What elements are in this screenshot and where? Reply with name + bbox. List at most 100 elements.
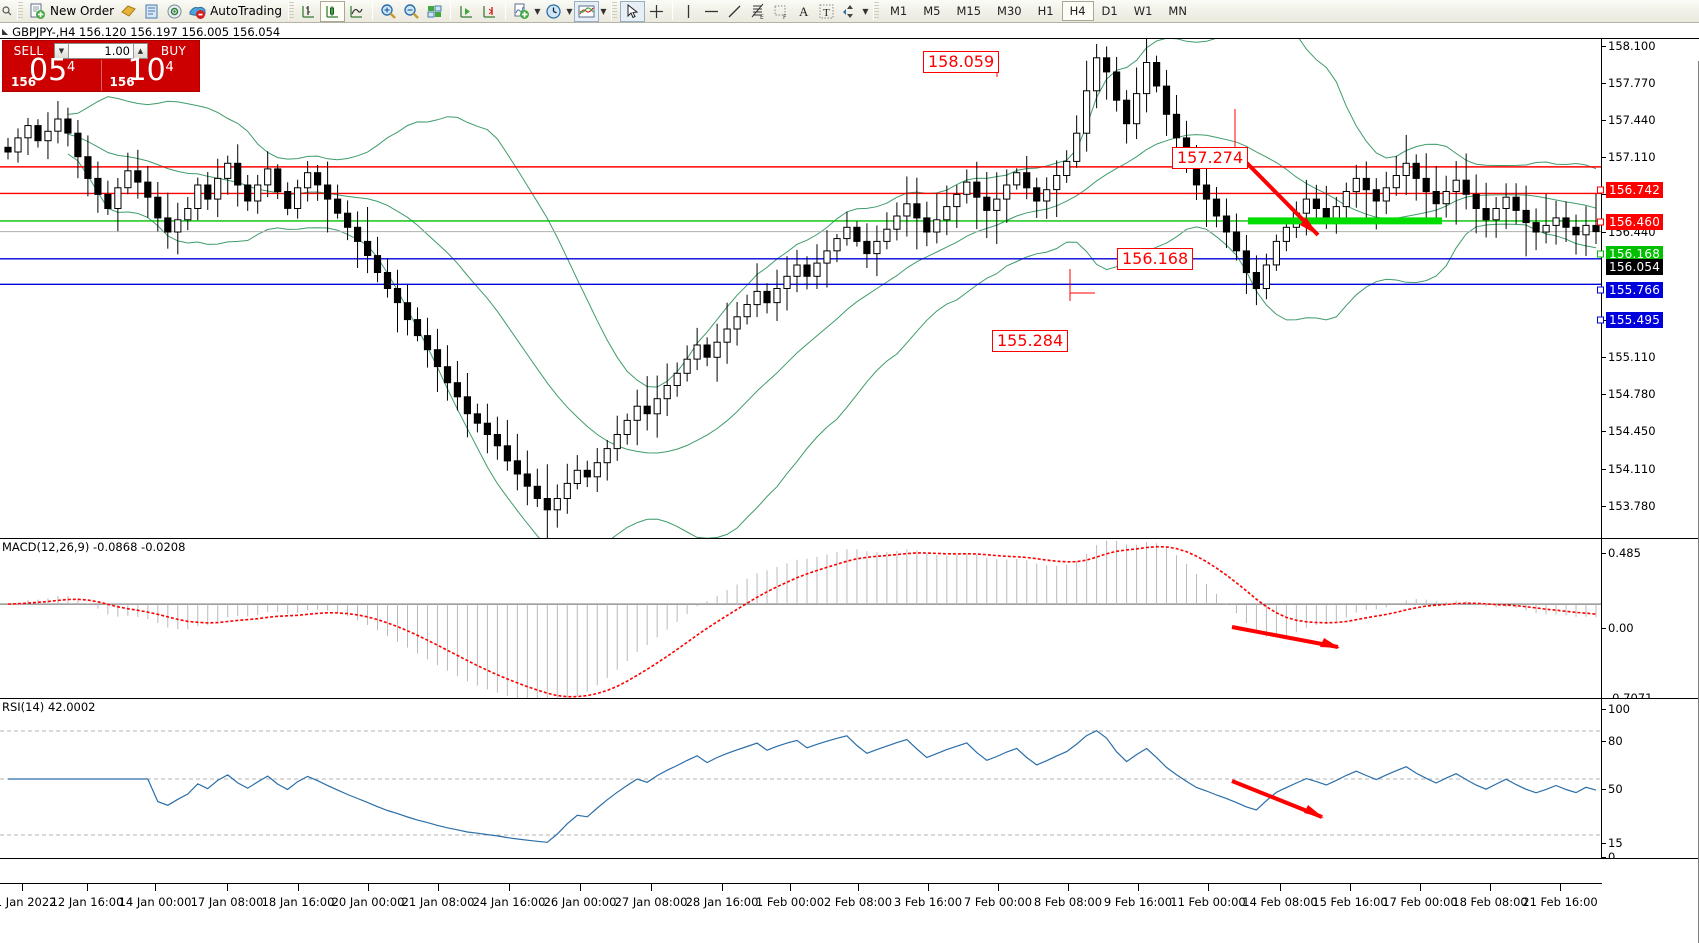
price-level-handle[interactable]: [1597, 250, 1604, 258]
macd-title: MACD(12,26,9) -0.0868 -0.0208: [2, 540, 186, 554]
sell-price[interactable]: 156 05 4: [3, 56, 101, 91]
price-pane[interactable]: 158.100157.770157.440157.110156.780156.4…: [0, 38, 1699, 624]
toolbar-grip-3[interactable]: [610, 2, 617, 20]
macd-chart-canvas[interactable]: [0, 539, 1602, 699]
trendline-button[interactable]: [723, 1, 746, 22]
buy-price[interactable]: 156 10 4: [100, 56, 200, 91]
timeframe-button-h1[interactable]: H1: [1037, 4, 1054, 18]
svg-text:A: A: [799, 4, 809, 19]
price-level-tag-green[interactable]: 156.168: [1606, 246, 1664, 262]
period-button[interactable]: [542, 1, 565, 22]
timeframe-button-m1[interactable]: M1: [889, 4, 908, 18]
price-level-tag-black[interactable]: 156.054: [1606, 259, 1664, 275]
autotrading-button[interactable]: AutoTrading: [186, 1, 285, 22]
volume-input[interactable]: 1.00: [104, 43, 130, 58]
timeframe-button-d1[interactable]: D1: [1101, 4, 1118, 18]
macd-pane[interactable]: MACD(12,26,9) -0.0868 -0.0208 0.4850.00-…: [0, 538, 1699, 705]
chart-callout-label[interactable]: 156.168: [1117, 248, 1194, 270]
fibonacci-button[interactable]: E: [746, 1, 769, 22]
shapes-chevron-down-icon[interactable]: ▼: [862, 6, 869, 16]
toolbar-grip-2[interactable]: [287, 2, 294, 20]
bar-chart-button[interactable]: [297, 1, 320, 22]
sell-button[interactable]: SELL: [13, 43, 44, 58]
chart-area[interactable]: 158.100157.770157.440157.110156.780156.4…: [0, 38, 1699, 943]
market-watch-button[interactable]: [140, 1, 163, 22]
time-axis-tick: [298, 883, 299, 891]
volume-stepper[interactable]: ▼ 1.00 ▲: [54, 42, 148, 59]
navigator-icon: [166, 3, 183, 20]
rsi-axis-line: [1601, 699, 1602, 858]
time-axis-label: 15 Feb 16:00: [1312, 895, 1388, 909]
rsi-chart-canvas[interactable]: [0, 699, 1602, 859]
price-level-tag-blue[interactable]: 155.495: [1606, 312, 1664, 328]
text-box-button[interactable]: T: [815, 1, 838, 22]
zoom-out-icon: [403, 3, 420, 20]
price-level-tag-red[interactable]: 156.742: [1606, 182, 1664, 198]
price-level-handle[interactable]: [1597, 316, 1604, 324]
channel-button[interactable]: F: [769, 1, 792, 22]
zoom-in-button[interactable]: [377, 1, 400, 22]
timeframe-button-w1[interactable]: W1: [1133, 4, 1153, 18]
time-axis-tick: [1420, 883, 1421, 891]
line-chart-button[interactable]: [345, 1, 368, 22]
chart-callout-label[interactable]: 157.274: [1172, 147, 1249, 169]
rsi-title: RSI(14) 42.0002: [2, 700, 96, 714]
autotrading-icon: [189, 3, 206, 20]
vertical-line-button[interactable]: [677, 1, 700, 22]
data-window-button[interactable]: [423, 1, 446, 22]
price-chart-canvas[interactable]: [0, 39, 1602, 539]
timeframe-button-m5[interactable]: M5: [923, 4, 941, 18]
indicators-chevron-down-icon[interactable]: ▼: [534, 6, 541, 16]
indicators-button[interactable]: [510, 1, 533, 22]
price-y-tick: 155.110: [1602, 350, 1656, 364]
price-level-tag-blue[interactable]: 155.766: [1606, 282, 1664, 298]
time-axis-label: 11 Jan 2022: [0, 895, 57, 909]
sell-price-prefix: 156: [11, 75, 37, 89]
period-chevron-down-icon[interactable]: ▼: [566, 6, 573, 16]
navigator-button[interactable]: [163, 1, 186, 22]
time-axis-label: 12 Jan 16:00: [50, 895, 124, 909]
price-level-handle[interactable]: [1597, 186, 1604, 194]
expert-advisor-button[interactable]: [117, 1, 140, 22]
time-axis-label: 20 Jan 00:00: [331, 895, 405, 909]
rsi-pane[interactable]: RSI(14) 42.0002 100 80 50 15 0: [0, 698, 1699, 864]
toolbar-grip[interactable]: [17, 2, 23, 20]
price-y-tick: 154.780: [1602, 387, 1656, 401]
timeframe-button-m30[interactable]: M30: [997, 4, 1022, 18]
symbol-info-line: ◣ GBPJPY-,H4 156.120 156.197 156.005 156…: [0, 24, 280, 39]
timeframe-button-mn[interactable]: MN: [1168, 4, 1187, 18]
price-level-handle[interactable]: [1597, 218, 1604, 226]
time-axis-tick: [858, 883, 859, 891]
chart-callout-label[interactable]: 155.284: [992, 330, 1069, 352]
magnifier-small-icon[interactable]: [2, 3, 14, 20]
new-order-button[interactable]: New Order: [26, 1, 117, 22]
text-label-button[interactable]: A: [792, 1, 815, 22]
chart-shift-button[interactable]: [478, 1, 501, 22]
candlestick-chart-button[interactable]: [319, 0, 345, 22]
shapes-button[interactable]: [838, 1, 861, 22]
one-click-trading-panel[interactable]: SELL ▼ 1.00 ▲ BUY 156 05 4 156 10 4: [2, 40, 200, 92]
timeframe-button-m15[interactable]: M15: [956, 4, 982, 18]
time-axis-label: 11 Feb 00:00: [1170, 895, 1246, 909]
toolbar-grip-4[interactable]: [872, 2, 879, 20]
templates-button[interactable]: [573, 0, 599, 22]
templates-chevron-down-icon[interactable]: ▼: [600, 6, 607, 16]
price-level-tag-red[interactable]: 156.460: [1606, 214, 1664, 230]
zoom-in-icon: [380, 3, 397, 20]
crosshair-button[interactable]: [645, 1, 668, 22]
price-level-handle[interactable]: [1597, 286, 1604, 294]
chart-callout-label[interactable]: 158.059: [923, 51, 1000, 73]
rsi-y-tick: 100: [1602, 702, 1630, 716]
auto-scroll-button[interactable]: [455, 1, 478, 22]
zoom-out-button[interactable]: [400, 1, 423, 22]
rsi-y-axis[interactable]: 100 80 50 15 0: [1602, 699, 1699, 864]
timeframe-button-h4[interactable]: H4: [1061, 1, 1094, 21]
horizontal-line-button[interactable]: [700, 1, 723, 22]
volume-increase-icon[interactable]: ▲: [133, 43, 147, 58]
new-order-label: New Order: [50, 4, 115, 18]
cursor-button[interactable]: [619, 0, 645, 22]
volume-decrease-icon[interactable]: ▼: [55, 43, 69, 58]
buy-button[interactable]: BUY: [160, 43, 187, 58]
